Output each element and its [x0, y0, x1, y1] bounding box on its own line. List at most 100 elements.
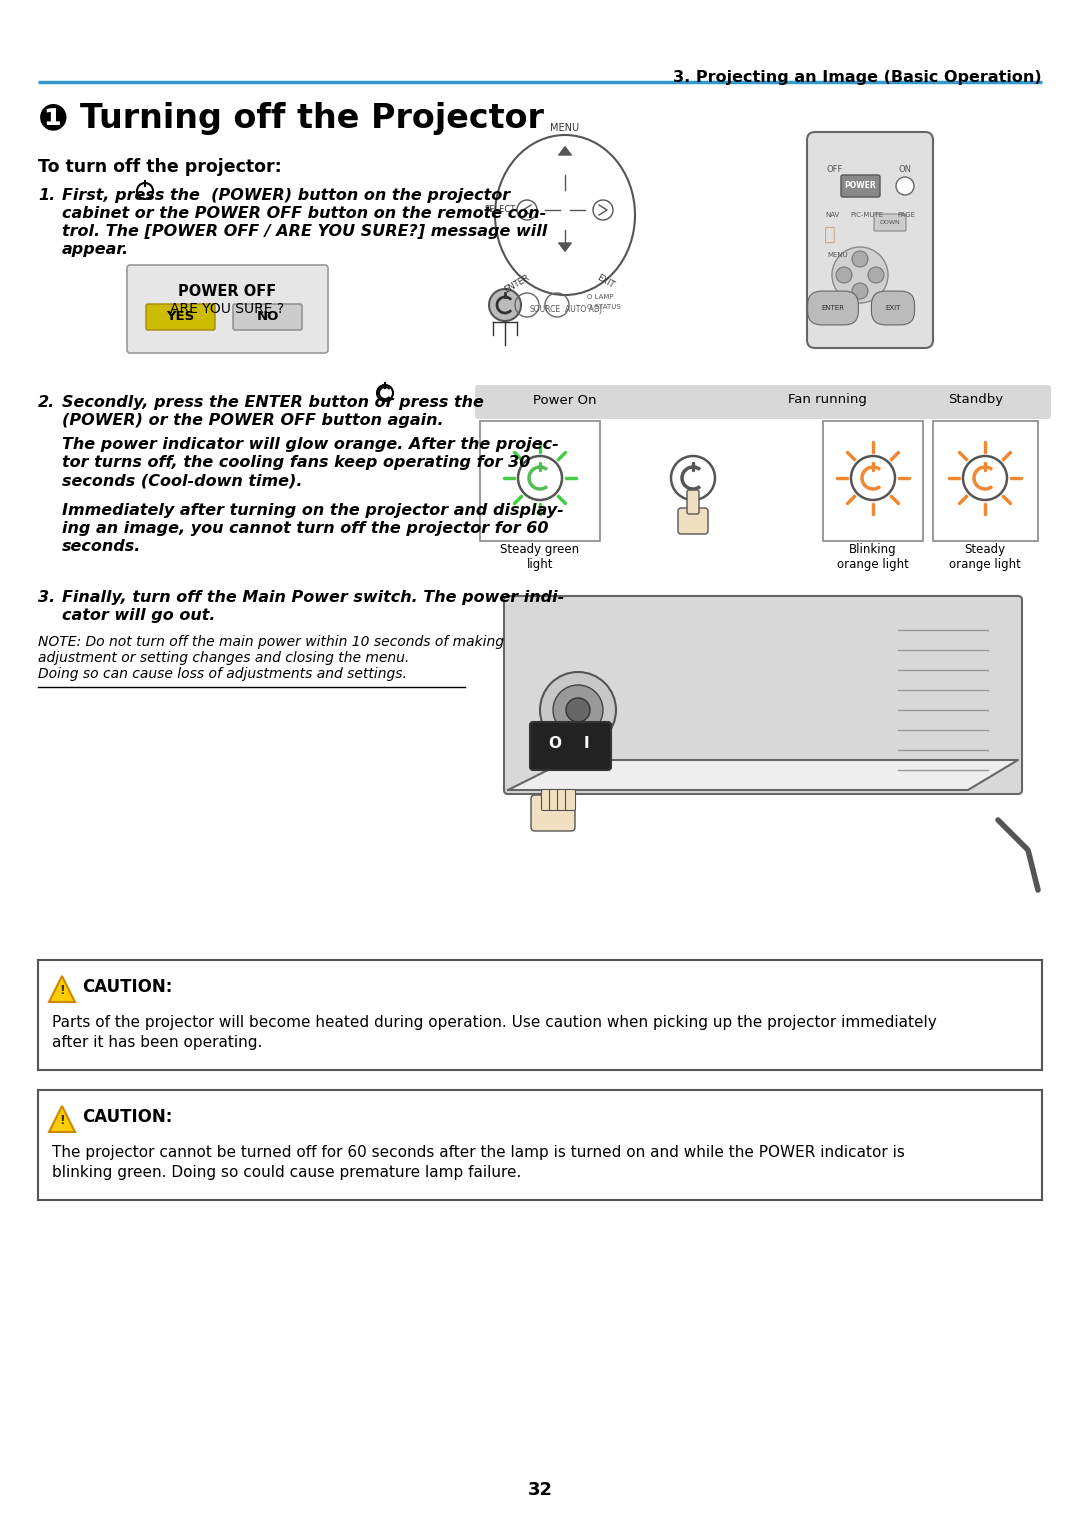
FancyBboxPatch shape: [841, 175, 880, 197]
FancyBboxPatch shape: [233, 303, 302, 331]
FancyBboxPatch shape: [146, 303, 215, 331]
Circle shape: [836, 267, 852, 283]
Text: Doing so can cause loss of adjustments and settings.: Doing so can cause loss of adjustments a…: [38, 668, 407, 681]
Text: adjustment or setting changes and closing the menu.: adjustment or setting changes and closin…: [38, 651, 409, 664]
Text: cator will go out.: cator will go out.: [62, 608, 216, 623]
Text: seconds (Cool-down time).: seconds (Cool-down time).: [62, 472, 302, 488]
Circle shape: [896, 177, 914, 195]
Text: EXIT: EXIT: [886, 305, 901, 311]
Text: MENU: MENU: [551, 123, 580, 133]
Circle shape: [963, 456, 1007, 500]
Text: Immediately after turning on the projector and display-: Immediately after turning on the project…: [62, 503, 564, 518]
Text: appear.: appear.: [62, 242, 130, 258]
Circle shape: [566, 698, 590, 722]
Text: Standby: Standby: [948, 393, 1003, 407]
Text: ing an image, you cannot turn off the projector for 60: ing an image, you cannot turn off the pr…: [62, 521, 549, 536]
FancyBboxPatch shape: [557, 789, 567, 811]
FancyBboxPatch shape: [127, 265, 328, 354]
Text: MENU: MENU: [827, 251, 848, 258]
Text: ❶: ❶: [38, 102, 69, 136]
Text: NAV: NAV: [825, 212, 839, 218]
FancyBboxPatch shape: [566, 789, 576, 811]
Text: Steady
orange light: Steady orange light: [949, 543, 1021, 572]
Circle shape: [553, 684, 603, 735]
Circle shape: [852, 283, 868, 299]
Text: Power On: Power On: [534, 393, 596, 407]
FancyBboxPatch shape: [38, 960, 1042, 1070]
Text: 3. Projecting an Image (Basic Operation): 3. Projecting an Image (Basic Operation): [673, 70, 1042, 85]
Text: SOURCE: SOURCE: [530, 305, 562, 314]
Polygon shape: [508, 760, 1018, 789]
FancyBboxPatch shape: [687, 491, 699, 514]
FancyBboxPatch shape: [38, 1090, 1042, 1199]
Circle shape: [868, 267, 885, 283]
Text: PAGE: PAGE: [897, 212, 915, 218]
FancyBboxPatch shape: [874, 213, 906, 232]
Circle shape: [489, 290, 521, 322]
Text: 2.: 2.: [38, 395, 55, 410]
Text: seconds.: seconds.: [62, 539, 141, 555]
FancyBboxPatch shape: [550, 789, 559, 811]
FancyBboxPatch shape: [480, 421, 600, 541]
FancyBboxPatch shape: [475, 386, 1051, 419]
FancyBboxPatch shape: [504, 596, 1022, 794]
Circle shape: [832, 247, 888, 303]
Text: 32: 32: [527, 1481, 553, 1500]
Text: OFF: OFF: [827, 165, 843, 174]
Text: ENTER: ENTER: [502, 273, 531, 294]
Text: Finally, turn off the Main Power switch. The power indi-: Finally, turn off the Main Power switch.…: [62, 590, 564, 605]
Text: !: !: [59, 983, 65, 997]
Text: YES: YES: [166, 311, 194, 323]
FancyBboxPatch shape: [933, 421, 1038, 541]
Text: CAUTION:: CAUTION:: [82, 978, 173, 997]
Text: The power indicator will glow orange. After the projec-: The power indicator will glow orange. Af…: [62, 437, 558, 453]
FancyBboxPatch shape: [823, 421, 923, 541]
Text: POWER: POWER: [845, 181, 876, 190]
FancyBboxPatch shape: [807, 133, 933, 347]
Text: tor turns off, the cooling fans keep operating for 30: tor turns off, the cooling fans keep ope…: [62, 456, 530, 469]
Circle shape: [671, 456, 715, 500]
Text: Secondly, press the ENTER button or press the: Secondly, press the ENTER button or pres…: [62, 395, 484, 410]
Text: Parts of the projector will become heated during operation. Use caution when pic: Parts of the projector will become heate…: [52, 1015, 936, 1030]
Text: ON: ON: [899, 165, 912, 174]
Text: 3.: 3.: [38, 590, 55, 605]
Circle shape: [540, 672, 616, 748]
Text: CAUTION:: CAUTION:: [82, 1108, 173, 1126]
Text: !: !: [59, 1114, 65, 1126]
Text: ENTER: ENTER: [822, 305, 845, 311]
Text: EXIT: EXIT: [595, 273, 616, 290]
Text: DOWN: DOWN: [879, 219, 901, 224]
Text: PIC-MUTE: PIC-MUTE: [850, 212, 883, 218]
Text: 1.: 1.: [38, 187, 55, 203]
Text: after it has been operating.: after it has been operating.: [52, 1035, 262, 1050]
Circle shape: [852, 251, 868, 267]
Text: trol. The [POWER OFF / ARE YOU SURE?] message will: trol. The [POWER OFF / ARE YOU SURE?] me…: [62, 224, 548, 239]
Text: Fan running: Fan running: [788, 393, 867, 407]
Text: Blinking
orange light: Blinking orange light: [837, 543, 909, 572]
FancyBboxPatch shape: [678, 507, 708, 533]
Text: Turning off the Projector: Turning off the Projector: [80, 102, 544, 136]
Circle shape: [851, 456, 895, 500]
Polygon shape: [49, 1106, 75, 1132]
Text: I: I: [583, 736, 589, 750]
Text: (POWER) or the POWER OFF button again.: (POWER) or the POWER OFF button again.: [62, 413, 444, 428]
Text: To turn off the projector:: To turn off the projector:: [38, 158, 282, 175]
Text: SELECT: SELECT: [484, 206, 515, 215]
Text: First, press the  (POWER) button on the projector: First, press the (POWER) button on the p…: [62, 187, 510, 203]
Polygon shape: [559, 242, 571, 251]
FancyBboxPatch shape: [541, 789, 552, 811]
Polygon shape: [559, 146, 571, 155]
Circle shape: [518, 456, 562, 500]
Text: AUTO ADJ.: AUTO ADJ.: [565, 305, 605, 314]
Text: O LAMP: O LAMP: [588, 294, 613, 300]
Polygon shape: [49, 975, 75, 1001]
FancyBboxPatch shape: [530, 722, 611, 770]
Text: The projector cannot be turned off for 60 seconds after the lamp is turned on an: The projector cannot be turned off for 6…: [52, 1145, 905, 1160]
Text: O: O: [549, 736, 562, 750]
Text: NO: NO: [256, 311, 279, 323]
Text: O STATUS: O STATUS: [588, 303, 621, 309]
Text: Steady green
light: Steady green light: [500, 543, 580, 572]
FancyBboxPatch shape: [531, 796, 575, 831]
Text: ✋: ✋: [824, 226, 836, 244]
Text: POWER OFF: POWER OFF: [178, 283, 276, 299]
